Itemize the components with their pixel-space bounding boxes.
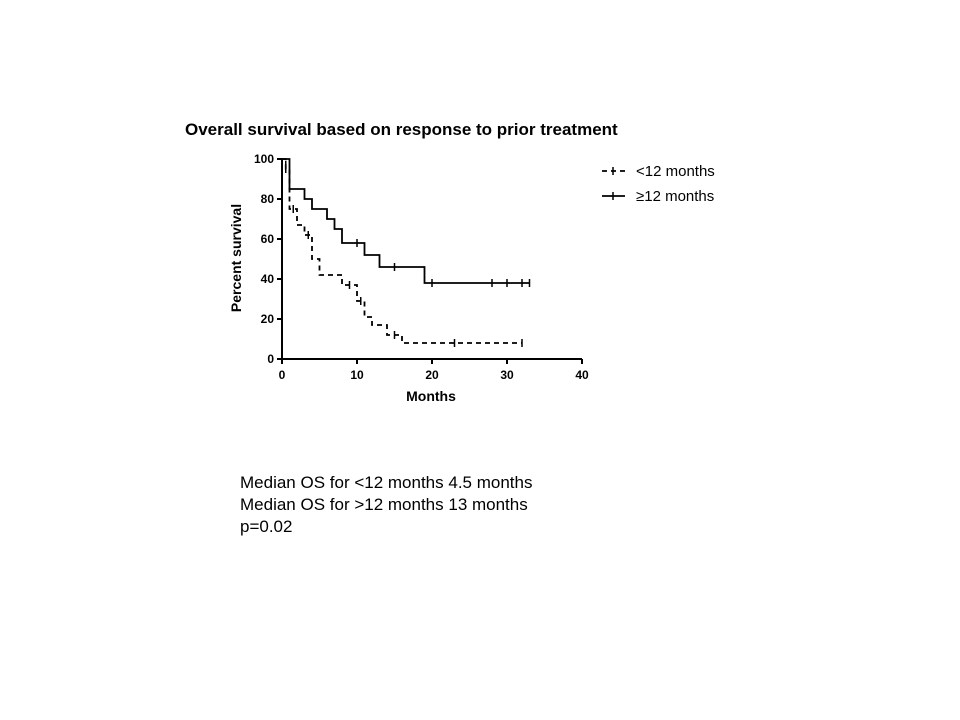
legend-item-2-label: ≥12 months xyxy=(636,188,714,205)
y-axis-title: Percent survival xyxy=(228,204,244,312)
chart-title: Overall survival based on response to pr… xyxy=(185,120,618,139)
x-tick-label: 40 xyxy=(575,368,589,382)
series-layer xyxy=(282,158,531,347)
x-tick-label: 20 xyxy=(425,368,439,382)
legend: <12 months ≥12 months xyxy=(602,163,715,205)
axes: 0 20 40 60 80 100 0 10 20 30 40 xyxy=(254,152,589,382)
y-tick-label: 80 xyxy=(261,192,275,206)
p-value: p=0.02 xyxy=(240,517,293,536)
series-1-line xyxy=(282,158,522,344)
x-tick-label: 30 xyxy=(500,368,514,382)
x-tick-label: 10 xyxy=(350,368,364,382)
median-os-under-12: Median OS for <12 months 4.5 months xyxy=(240,473,533,492)
y-tick-label: 100 xyxy=(254,152,274,166)
y-tick-label: 60 xyxy=(261,232,275,246)
legend-item-1: <12 months xyxy=(602,163,715,180)
x-axis-title: Months xyxy=(406,388,456,404)
median-os-over-12: Median OS for >12 months 13 months xyxy=(240,495,528,514)
legend-item-1-label: <12 months xyxy=(636,163,715,180)
y-tick-label: 20 xyxy=(261,312,275,326)
x-tick-label: 0 xyxy=(279,368,286,382)
series-2-line xyxy=(282,158,530,284)
series-2 xyxy=(282,158,531,287)
y-tick-label: 0 xyxy=(267,352,274,366)
notes: Median OS for <12 months 4.5 months Medi… xyxy=(240,472,532,538)
y-tick-label: 40 xyxy=(261,272,275,286)
series-1 xyxy=(282,158,523,347)
legend-item-2: ≥12 months xyxy=(602,188,714,205)
